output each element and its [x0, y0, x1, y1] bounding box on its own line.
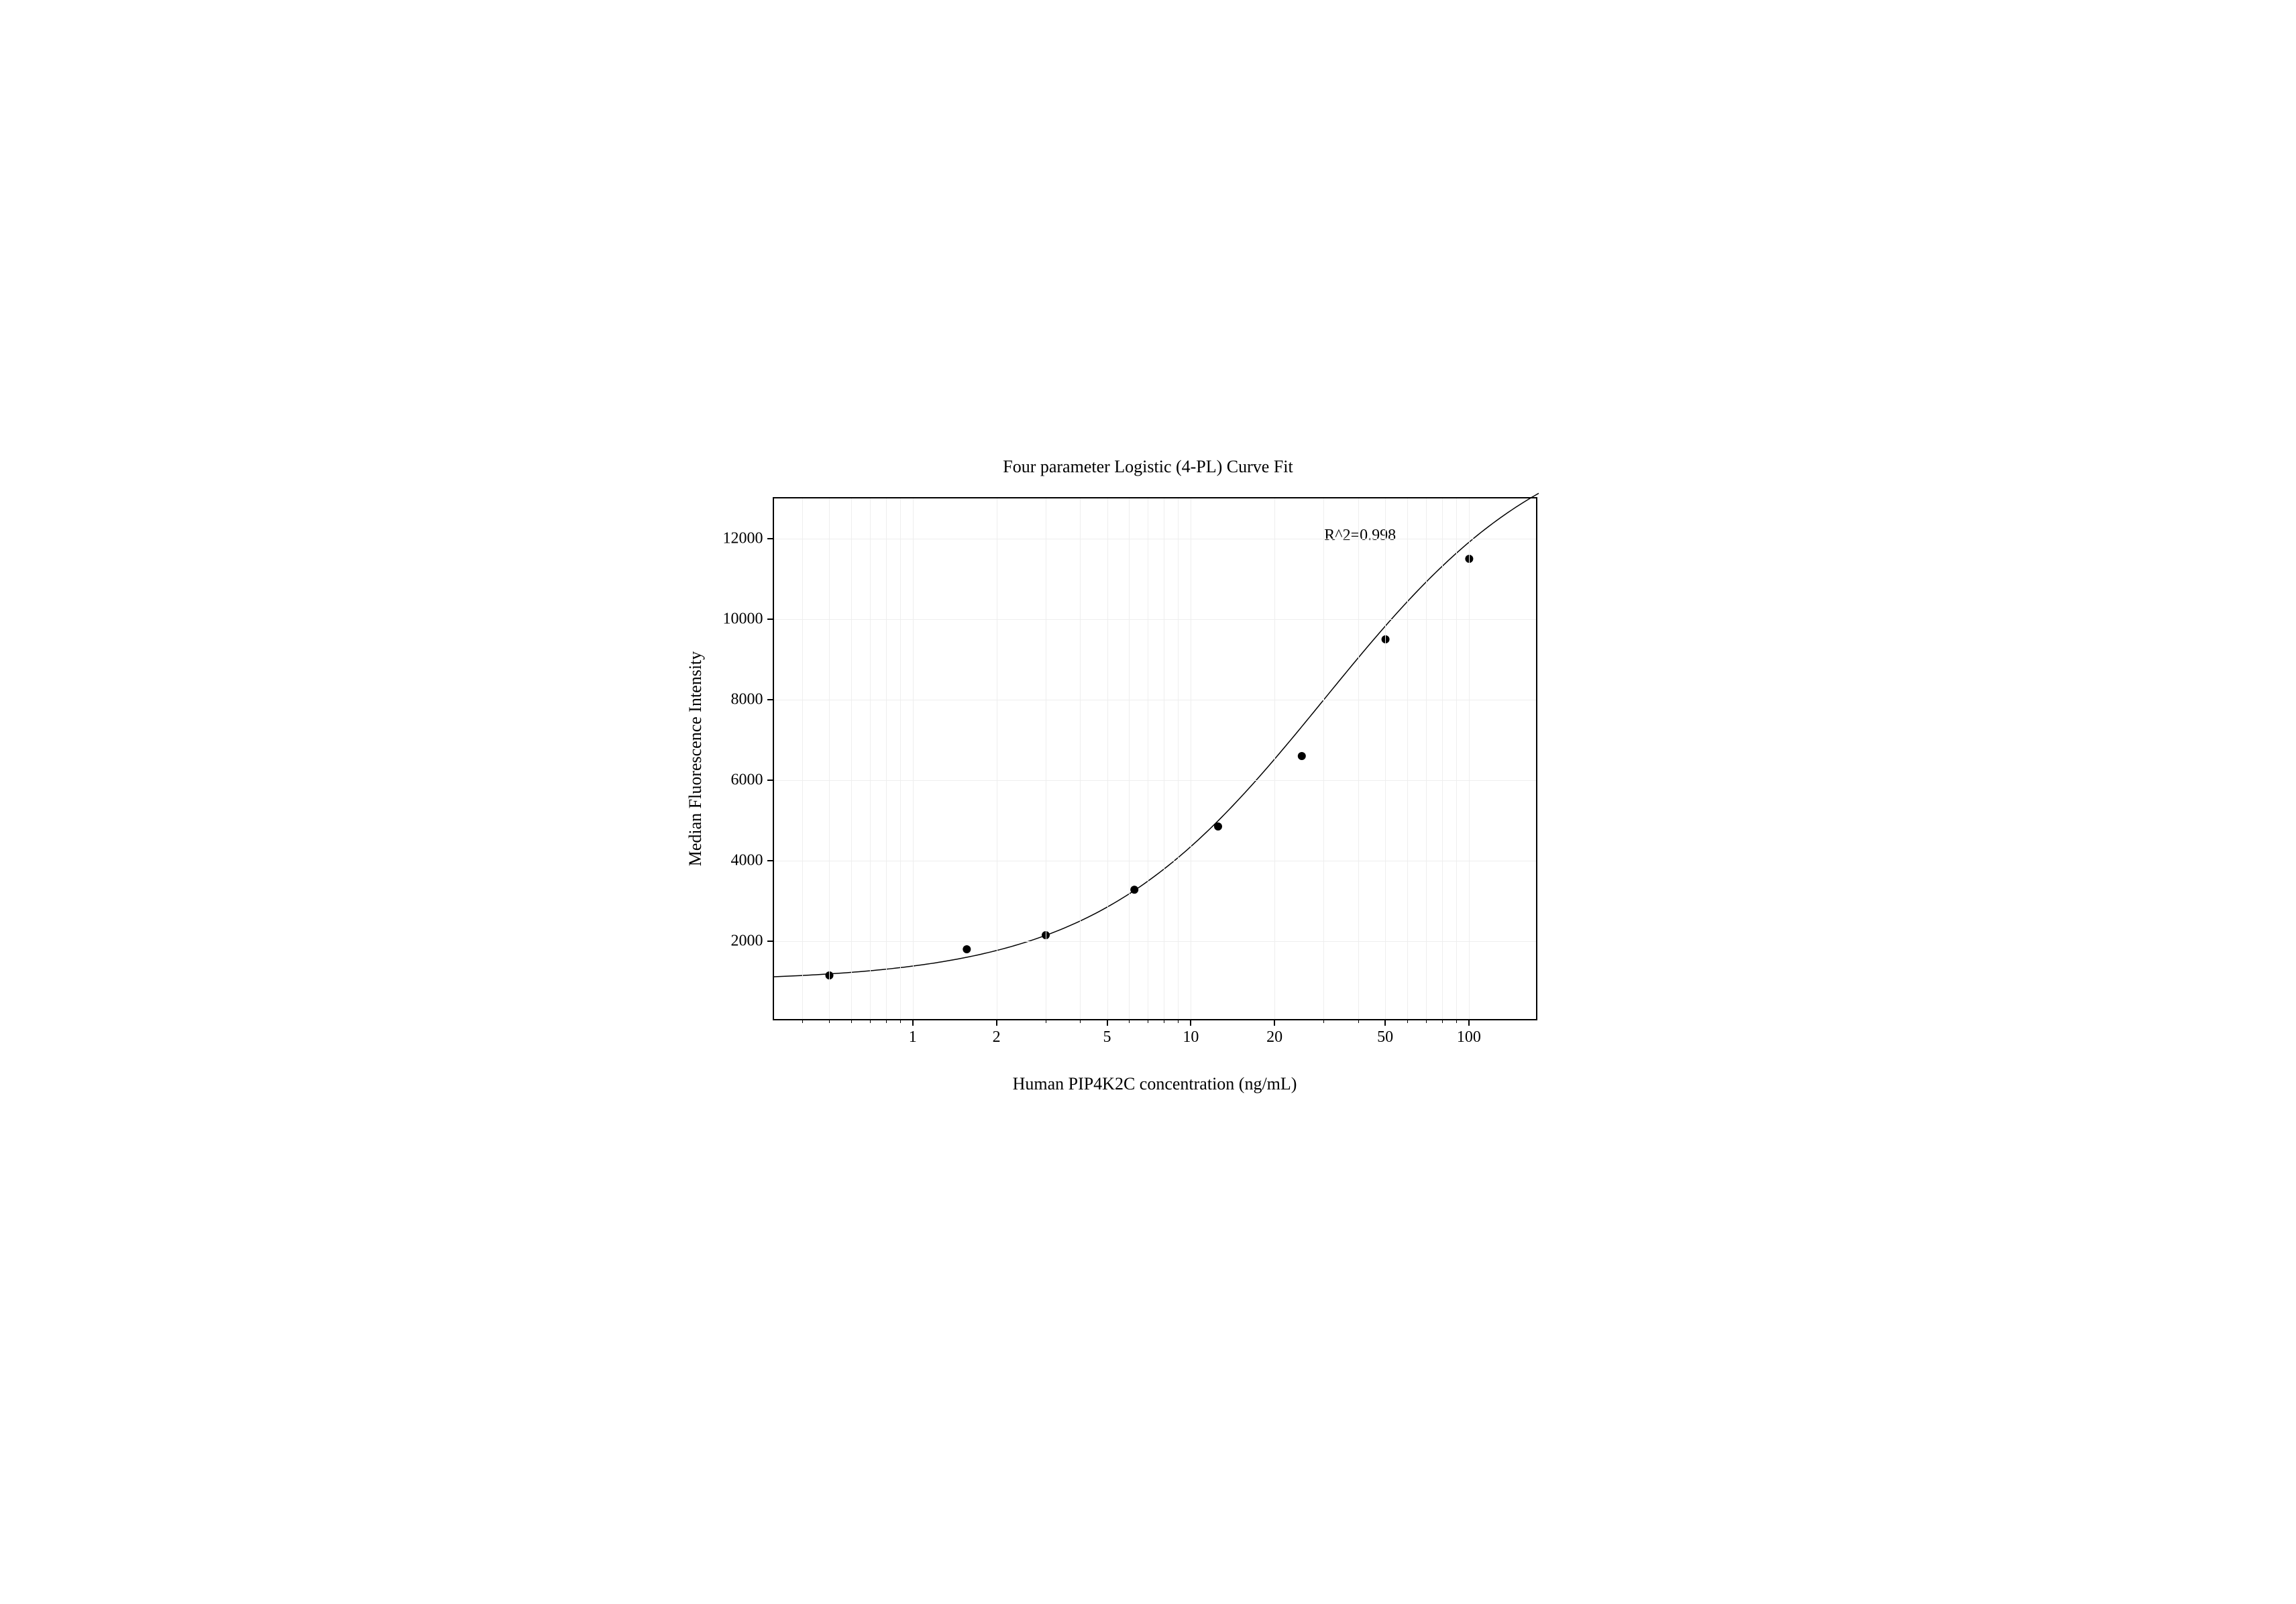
grid-line-vertical-minor	[1407, 498, 1408, 1019]
x-tick-minor	[900, 1019, 901, 1023]
grid-line-vertical-minor	[886, 498, 887, 1019]
y-tick-label: 8000	[731, 690, 763, 708]
y-tick-label: 2000	[731, 932, 763, 950]
grid-line-horizontal	[774, 941, 1536, 942]
x-tick-minor	[1178, 1019, 1179, 1023]
x-tick-label: 2	[993, 1028, 1001, 1047]
grid-line-vertical	[913, 498, 914, 1019]
grid-line-horizontal	[774, 619, 1536, 620]
y-tick-label: 10000	[723, 610, 763, 628]
x-tick-minor	[802, 1019, 803, 1023]
x-tick-minor	[1080, 1019, 1081, 1023]
y-tick-label: 12000	[723, 529, 763, 547]
grid-line-vertical	[1469, 498, 1470, 1019]
grid-line-vertical	[1385, 498, 1386, 1019]
y-axis-label: Median Fluorescence Intensity	[686, 651, 706, 866]
fit-curve	[774, 493, 1539, 977]
y-tick-label: 6000	[731, 771, 763, 789]
x-tick-minor	[886, 1019, 887, 1023]
grid-line-vertical-minor	[851, 498, 852, 1019]
x-tick-label: 20	[1266, 1028, 1282, 1047]
grid-line-vertical	[1107, 498, 1108, 1019]
grid-line-vertical-minor	[900, 498, 901, 1019]
x-tick-minor	[1456, 1019, 1457, 1023]
x-tick-minor	[829, 1019, 830, 1023]
data-point	[963, 945, 971, 953]
x-tick-major	[1384, 1019, 1386, 1026]
grid-line-horizontal	[774, 780, 1536, 781]
grid-line-vertical-minor	[870, 498, 871, 1019]
grid-line-vertical-minor	[1358, 498, 1359, 1019]
x-tick-minor	[1426, 1019, 1427, 1023]
x-tick-minor	[1323, 1019, 1324, 1023]
y-tick	[767, 538, 774, 539]
x-tick-major	[1274, 1019, 1275, 1026]
y-tick-label: 4000	[731, 851, 763, 869]
data-point	[1213, 822, 1221, 831]
x-tick-major	[1190, 1019, 1191, 1026]
x-tick-label: 1	[909, 1028, 917, 1047]
chart-title: Four parameter Logistic (4-PL) Curve Fit	[639, 457, 1658, 477]
x-tick-minor	[1358, 1019, 1359, 1023]
x-tick-minor	[1407, 1019, 1408, 1023]
grid-line-vertical-minor	[802, 498, 803, 1019]
y-tick	[767, 860, 774, 861]
grid-line-vertical-minor	[1178, 498, 1179, 1019]
x-tick-major	[912, 1019, 914, 1026]
x-tick-label: 5	[1103, 1028, 1111, 1047]
x-tick-label: 10	[1183, 1028, 1199, 1047]
grid-line-vertical-minor	[1456, 498, 1457, 1019]
data-point	[1130, 886, 1138, 894]
x-tick-major	[996, 1019, 997, 1026]
x-tick-major	[1107, 1019, 1108, 1026]
x-tick-minor	[851, 1019, 852, 1023]
x-tick-major	[1468, 1019, 1470, 1026]
grid-line-vertical-minor	[829, 498, 830, 1019]
x-tick-label: 100	[1457, 1028, 1481, 1047]
y-tick	[767, 941, 774, 942]
grid-line-vertical-minor	[1129, 498, 1130, 1019]
grid-line-vertical-minor	[1426, 498, 1427, 1019]
grid-line-vertical-minor	[1442, 498, 1443, 1019]
y-tick	[767, 699, 774, 700]
y-tick	[767, 780, 774, 781]
grid-line-vertical-minor	[1323, 498, 1324, 1019]
plot-area: R^2=0.998 200040006000800010000120001251…	[773, 497, 1537, 1020]
chart-container: Four parameter Logistic (4-PL) Curve Fit…	[639, 443, 1658, 1161]
x-tick-minor	[1442, 1019, 1443, 1023]
x-tick-minor	[870, 1019, 871, 1023]
x-tick-minor	[1129, 1019, 1130, 1023]
data-point	[1297, 752, 1305, 760]
grid-line-vertical-minor	[1080, 498, 1081, 1019]
y-tick	[767, 619, 774, 620]
x-axis-label: Human PIP4K2C concentration (ng/mL)	[1013, 1074, 1297, 1094]
x-tick-label: 50	[1377, 1028, 1393, 1047]
grid-line-vertical	[1274, 498, 1275, 1019]
